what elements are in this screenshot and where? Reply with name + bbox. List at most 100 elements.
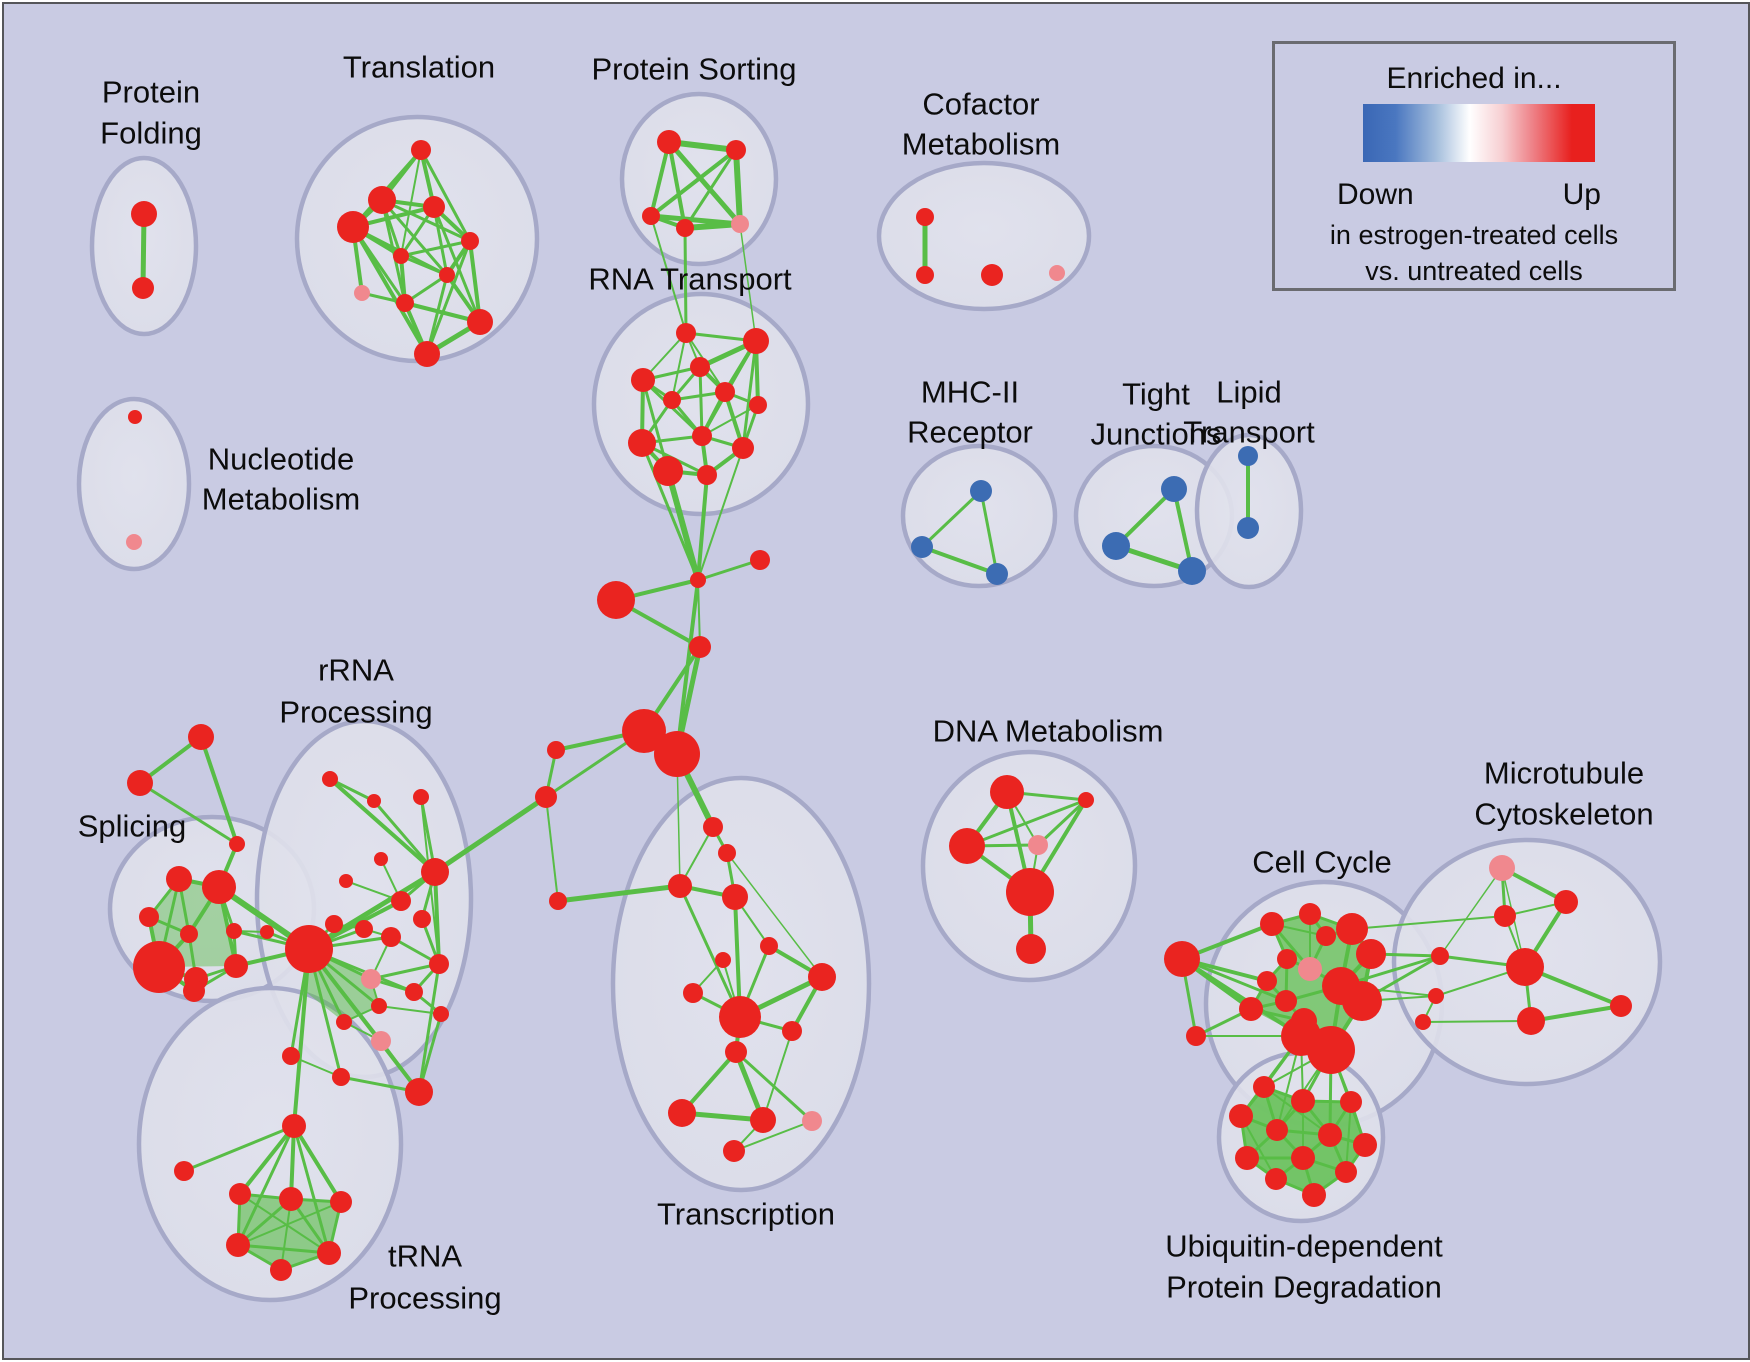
node-CC14 (1186, 1026, 1206, 1046)
node-UB9 (1291, 1146, 1315, 1170)
node-PF2 (132, 277, 154, 299)
node-RR2 (367, 794, 381, 808)
node-CC2 (1299, 903, 1321, 925)
legend-subtitle-line2: vs. untreated cells (1365, 256, 1583, 286)
node-RT3 (690, 357, 710, 377)
node-CCL (1164, 941, 1200, 977)
node-TJ1 (1161, 476, 1187, 502)
node-SP10 (224, 954, 248, 978)
node-RR5 (421, 858, 449, 886)
node-RR15 (371, 998, 387, 1014)
edge-T3-T7 (432, 205, 449, 277)
node-BIG1 (597, 581, 635, 619)
node-SP2 (202, 870, 236, 904)
cluster-label-trna-processing-line1: tRNA (388, 1239, 462, 1274)
edge-MH1-MH3 (979, 489, 999, 576)
edge-TNA-TN5 (292, 1124, 331, 1255)
node-RT4 (631, 368, 655, 392)
edge-UB3-UB11 (1345, 1101, 1352, 1173)
node-TRL (549, 892, 567, 910)
node-UB2 (1291, 1089, 1315, 1113)
node-DM5 (1006, 868, 1054, 916)
edge-T1-T6 (419, 148, 472, 243)
node-CM2 (916, 266, 934, 284)
edge-PS1-PS4 (667, 140, 687, 230)
node-RR4 (374, 852, 388, 866)
cluster-ellipse-mhc-ii-receptor (900, 443, 1058, 589)
node-CM4 (1049, 265, 1065, 281)
edge-PS5-RT2 (739, 223, 757, 342)
node-TN4 (226, 1233, 250, 1257)
cluster-label-rna-transport: RNA Transport (588, 262, 792, 297)
node-TN1 (229, 1183, 251, 1205)
node-T11 (414, 341, 440, 367)
node-UB6 (1318, 1123, 1342, 1147)
node-TR5 (760, 937, 778, 955)
node-RR6 (339, 874, 353, 888)
edge-RR1-RR5 (328, 777, 437, 874)
node-T4 (337, 211, 369, 243)
edge-CR1-MTP (1439, 867, 1503, 957)
cluster-label-protein-folding-line1: Protein (102, 75, 200, 110)
network-graph: Protein Folding Nucleotide Metabolism Transl… (76, 50, 1663, 1316)
node-RR14 (405, 983, 423, 1001)
node-MTRB (1610, 995, 1632, 1017)
node-DM6 (1016, 934, 1046, 964)
node-NR (750, 550, 770, 570)
node-PS2 (726, 140, 746, 160)
cluster-ellipse-nucleotide-metabolism (76, 396, 192, 572)
cluster-label-lipid-transport-line1: Lipid (1216, 375, 1282, 410)
node-CR2 (1428, 988, 1444, 1004)
edge-TR3-TRL (555, 883, 683, 904)
cluster-label-transcription: Transcription (657, 1197, 835, 1232)
node-TR14 (723, 1140, 745, 1162)
cluster-label-mhc-ii-receptor-line2: Receptor (907, 415, 1033, 450)
legend-down-label: Down (1337, 178, 1414, 211)
legend-gradient-bar (1363, 104, 1595, 162)
edge-T3-T10 (432, 205, 482, 324)
node-CC10 (1342, 981, 1382, 1021)
node-RT11 (653, 456, 683, 486)
edge-SL2-TRL (545, 796, 559, 902)
edge-CC4-MTM (1351, 915, 1506, 930)
edge-RR12-RR13 (369, 962, 441, 981)
edge-T6-T11 (425, 239, 472, 356)
edge-CCL-CC8 (1180, 957, 1288, 1003)
node-TN2 (279, 1187, 303, 1211)
node-UB10 (1265, 1168, 1287, 1190)
node-PS1 (657, 130, 681, 154)
node-NM1 (128, 410, 142, 424)
node-RRH (285, 925, 333, 973)
edge-TN1-TN5 (239, 1193, 330, 1254)
edge-CCL-CCB1 (1180, 957, 1303, 1038)
edge-TNA-TN1 (238, 1124, 296, 1196)
node-CCP (1298, 957, 1322, 981)
node-RT12 (697, 465, 717, 485)
node-TN5 (317, 1241, 341, 1265)
node-NM2 (126, 534, 142, 550)
edge-TR9-TR12 (762, 1030, 793, 1121)
node-RR18 (371, 1031, 391, 1051)
node-CR1 (1431, 947, 1449, 965)
edge-RT7-RT8 (701, 404, 759, 437)
node-PS3 (642, 207, 660, 225)
edge-CR3-MTO (1422, 1020, 1532, 1023)
node-SP1 (166, 866, 192, 892)
node-UB5 (1266, 1119, 1288, 1141)
cluster-label-translation: Translation (343, 50, 495, 85)
cluster-label-tight-junctions-line2: Junctions (1091, 417, 1222, 452)
legend-up-label: Up (1562, 178, 1601, 211)
node-TR13 (802, 1111, 822, 1131)
node-J1 (690, 572, 706, 588)
node-SP5 (226, 923, 242, 939)
cluster-label-microtubule-cytoskeleton-line1: Microtubule (1484, 756, 1644, 791)
cluster-label-rrna-processing-line1: rRNA (318, 653, 394, 688)
edge-RRH-TNA (292, 947, 311, 1128)
node-TR11 (668, 1099, 696, 1127)
edge-RT1-RT5 (671, 332, 687, 401)
node-PS4 (676, 219, 694, 237)
node-RT2 (743, 328, 769, 354)
cluster-label-mhc-ii-receptor-line1: MHC-II (921, 375, 1019, 410)
node-RR3 (413, 789, 429, 805)
